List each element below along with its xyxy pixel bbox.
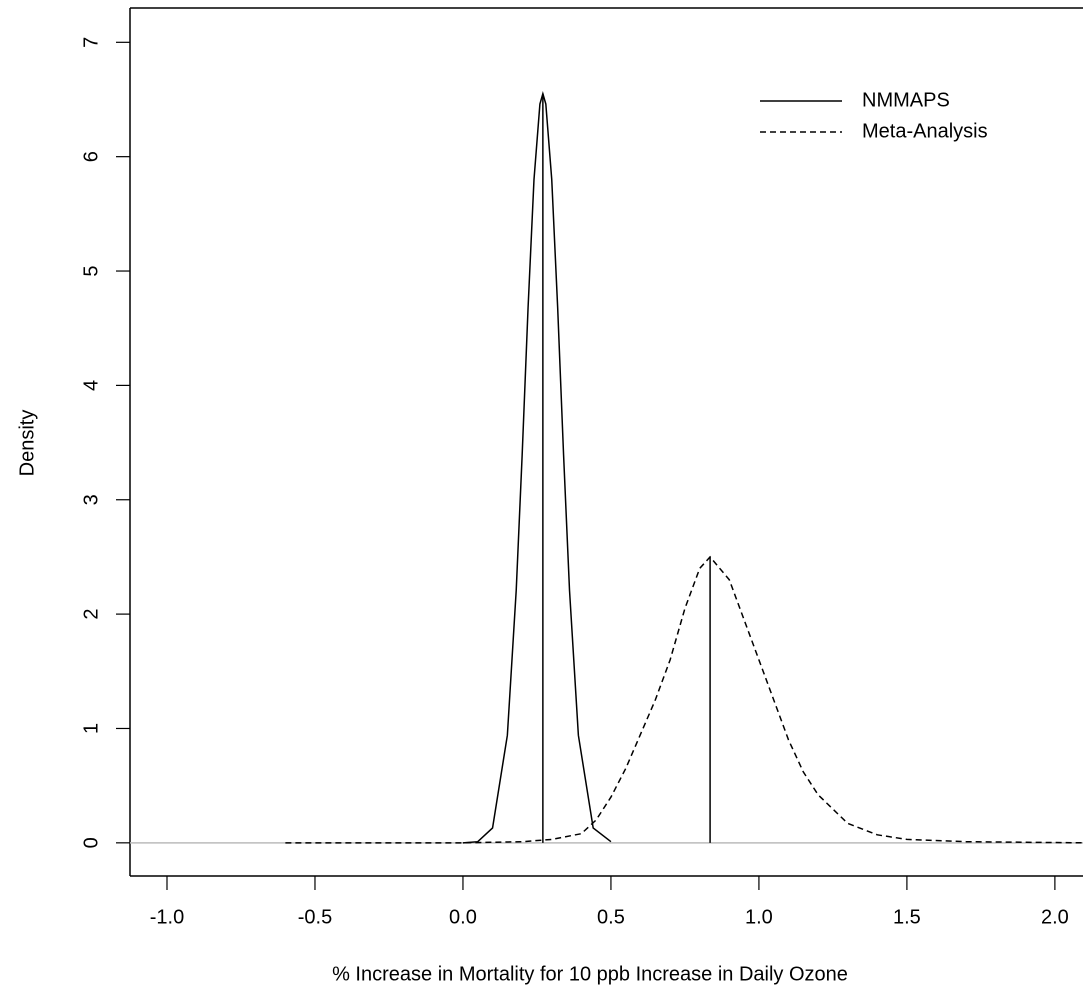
legend-label: NMMAPS — [862, 89, 950, 111]
y-axis-label: Density — [16, 410, 38, 477]
x-tick-label: -0.5 — [298, 906, 332, 928]
y-tick-label: 4 — [80, 380, 102, 391]
y-tick-label: 1 — [80, 723, 102, 734]
legend-label: Meta-Analysis — [862, 120, 988, 142]
y-tick-label: 5 — [80, 265, 102, 276]
x-axis-label: % Increase in Mortality for 10 ppb Incre… — [332, 963, 848, 985]
x-tick-label: 0.5 — [597, 906, 625, 928]
x-tick-label: 2.0 — [1041, 906, 1069, 928]
y-tick-label: 0 — [80, 837, 102, 848]
x-tick-label: 1.5 — [893, 906, 921, 928]
series-line — [285, 555, 1083, 844]
y-tick-label: 2 — [80, 609, 102, 620]
x-tick-label: -1.0 — [150, 906, 184, 928]
y-tick-label: 7 — [80, 37, 102, 48]
series-line — [462, 91, 612, 844]
x-tick-label: 0.0 — [449, 906, 477, 928]
x-tick-label: 1.0 — [745, 906, 773, 928]
y-tick-label: 6 — [80, 151, 102, 162]
y-tick-label: 3 — [80, 494, 102, 505]
